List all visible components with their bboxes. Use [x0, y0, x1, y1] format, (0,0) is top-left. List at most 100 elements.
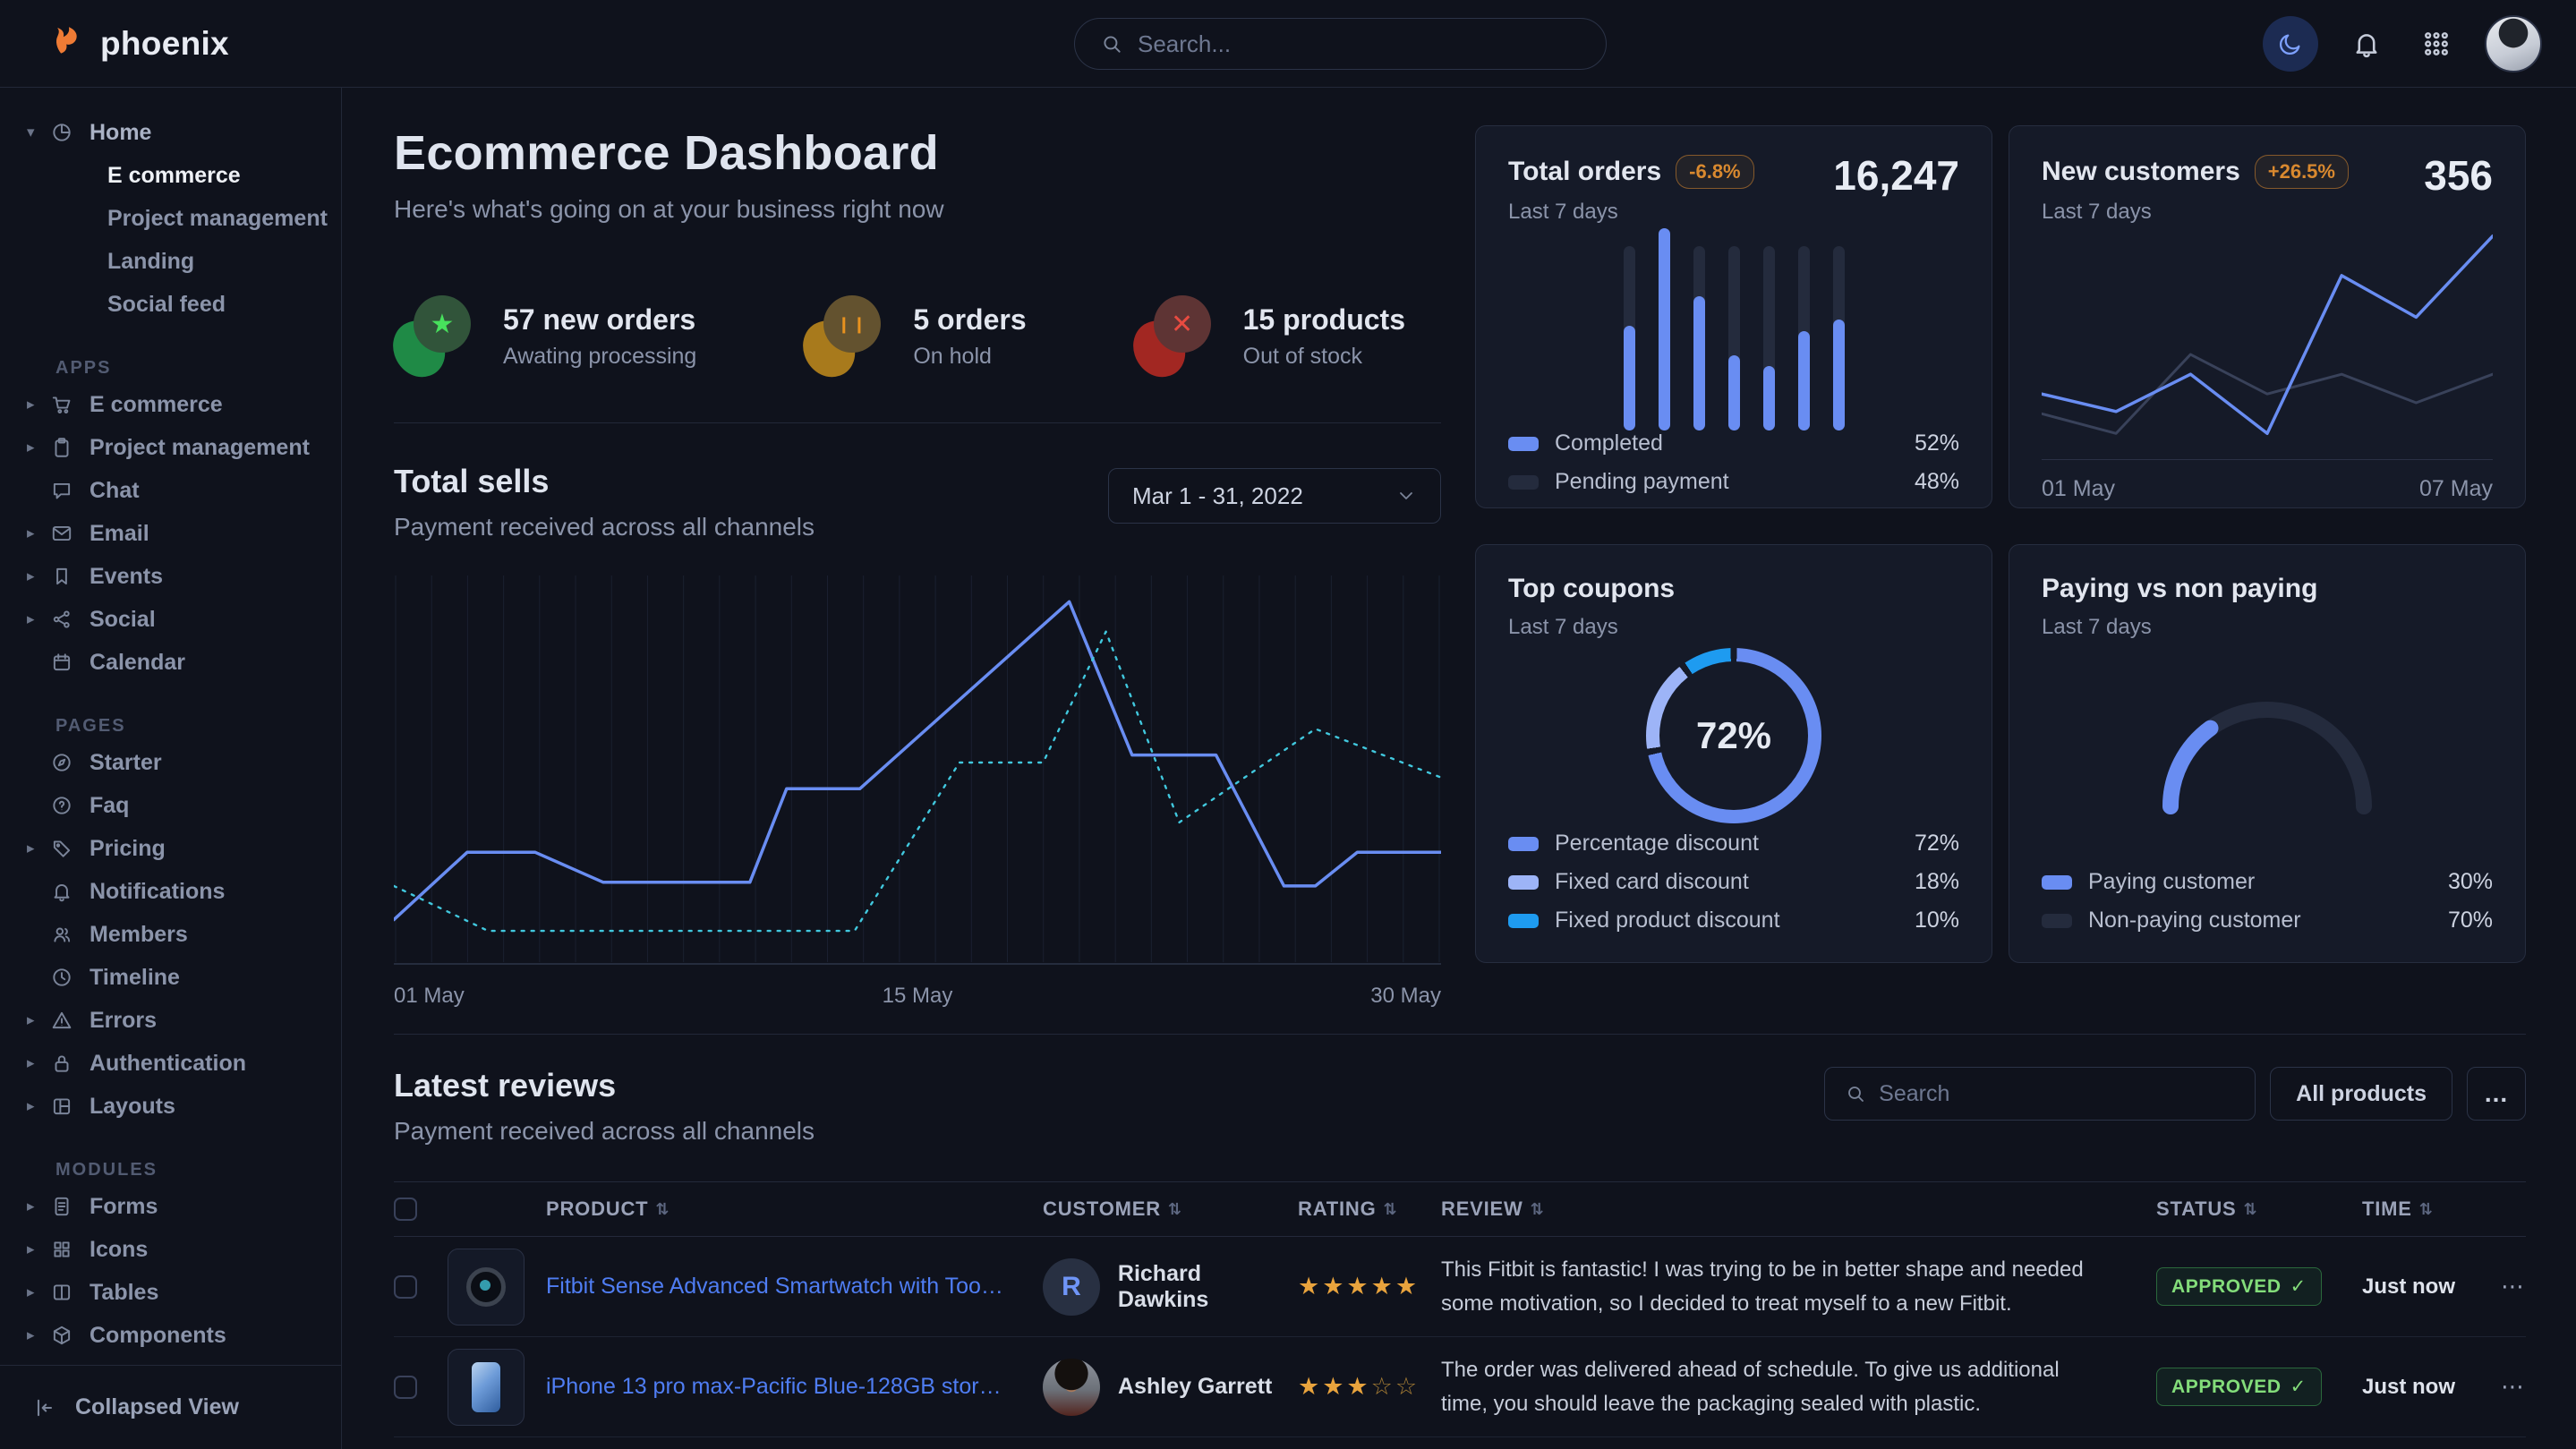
notifications-button[interactable]: [2345, 22, 2388, 65]
row-checkbox[interactable]: [394, 1376, 417, 1399]
stat-caption: Awating processing: [503, 344, 696, 370]
sidebar-item-forms[interactable]: ▸Forms: [0, 1185, 341, 1228]
all-products-button[interactable]: All products: [2270, 1067, 2452, 1121]
table-icon: [48, 1281, 75, 1304]
sidebar-item-label: Components: [90, 1323, 226, 1349]
moon-icon: [2277, 30, 2304, 57]
customer-avatar[interactable]: R: [1043, 1258, 1100, 1316]
reviews-search-input[interactable]: [1879, 1081, 2235, 1107]
legend-swatch: [1508, 475, 1539, 490]
sidebar-item-label: E commerce: [90, 392, 223, 418]
sidebar-item-label: Errors: [90, 1008, 157, 1034]
sidebar-item-calendar[interactable]: Calendar: [0, 641, 341, 684]
sidebar-item-label: Calendar: [90, 650, 185, 676]
sidebar: ▾Home E commerce Project managementLanding…: [0, 88, 342, 1449]
sidebar-item-pricing[interactable]: ▸Pricing: [0, 827, 341, 870]
sort-icon: ⇅: [2419, 1200, 2434, 1219]
sidebar-group-home[interactable]: ▾Home: [0, 111, 341, 154]
sidebar-item-events[interactable]: ▸ Events: [0, 555, 341, 598]
dashboard-left-column: Ecommerce Dashboard Here's what's going …: [394, 125, 1441, 1009]
row-checkbox[interactable]: [394, 1275, 417, 1299]
total-orders-bar-chart: [1624, 225, 1845, 430]
product-thumbnail: [448, 1349, 525, 1426]
warning-icon: [48, 1009, 75, 1032]
brand[interactable]: phoenix: [0, 24, 229, 64]
sidebar-item-faq[interactable]: Faq: [0, 784, 341, 827]
sidebar-item-timeline[interactable]: Timeline: [0, 956, 341, 999]
sidebar-item-layouts[interactable]: ▸Layouts: [0, 1085, 341, 1128]
bar-completed-fill: [1833, 320, 1845, 430]
sidebar-item-label: E commerce: [107, 163, 241, 189]
sidebar-item-project-management[interactable]: ▸Project management: [0, 426, 341, 469]
caret-right-icon: ▸: [27, 1240, 48, 1258]
sidebar-item-tables[interactable]: ▸Tables: [0, 1271, 341, 1314]
sidebar-item-label: Email: [90, 521, 149, 547]
global-search-input[interactable]: [1138, 30, 1581, 58]
grid-9-dots-icon: [2422, 30, 2451, 58]
sidebar-item-email[interactable]: ▸ Email: [0, 512, 341, 555]
column-header-review[interactable]: REVIEW⇅: [1441, 1198, 2156, 1221]
column-header-time[interactable]: TIME⇅: [2362, 1198, 2478, 1221]
sidebar-item-members[interactable]: Members: [0, 913, 341, 956]
legend-item: Paying customer30%: [2042, 869, 2493, 895]
bell-icon: [2351, 29, 2382, 59]
customer-avatar[interactable]: [1043, 1359, 1100, 1416]
sidebar-item-chat[interactable]: Chat: [0, 469, 341, 512]
chat-icon: [48, 479, 75, 502]
reviews-table-header: PRODUCT⇅ CUSTOMER⇅ RATING⇅ REVIEW⇅ STATU…: [394, 1181, 2526, 1237]
column-header-customer[interactable]: CUSTOMER⇅: [1043, 1198, 1298, 1221]
sidebar-item-project-management[interactable]: Project management: [0, 197, 341, 240]
sidebar-item-social[interactable]: ▸Social: [0, 598, 341, 641]
caret-right-icon: ▸: [27, 567, 48, 585]
bar-completed-fill: [1798, 331, 1810, 430]
sidebar-item-landing[interactable]: Landing: [0, 240, 341, 283]
sidebar-item-notifications[interactable]: Notifications: [0, 870, 341, 913]
bar-day-6: [1798, 225, 1810, 430]
sidebar-item-errors[interactable]: ▸Errors: [0, 999, 341, 1042]
status-badge: APPROVED ✓: [2156, 1368, 2322, 1406]
select-all-checkbox[interactable]: [394, 1198, 417, 1221]
sidebar-item-e-commerce[interactable]: ▸E commerce: [0, 383, 341, 426]
product-link[interactable]: iPhone 13 pro max-Pacific Blue-128GB sto…: [546, 1371, 1043, 1402]
bar-completed-fill: [1624, 326, 1635, 430]
sidebar-item-e-commerce[interactable]: E commerce: [0, 154, 341, 197]
legend-item: Non-paying customer70%: [2042, 908, 2493, 933]
row-menu-button[interactable]: ⋯: [2478, 1273, 2526, 1300]
reviews-more-button[interactable]: ...: [2467, 1067, 2526, 1121]
sidebar-item-label: Social: [90, 607, 156, 633]
collapsed-view-toggle[interactable]: Collapsed View: [0, 1365, 341, 1449]
sort-icon: ⇅: [1168, 1200, 1182, 1219]
sort-icon: ⇅: [1384, 1200, 1398, 1219]
bar-day-2: [1659, 225, 1670, 430]
theme-toggle-button[interactable]: [2263, 16, 2318, 72]
legend-label: Completed: [1555, 430, 1663, 456]
top-coupons-period: Last 7 days: [1508, 615, 1959, 640]
paying-gauge-chart: [2133, 683, 2401, 826]
stat-value: 5 orders: [913, 303, 1026, 337]
global-search[interactable]: [1074, 18, 1607, 70]
customer-name: Ashley Garrett: [1118, 1374, 1272, 1400]
sidebar-item-label: Events: [90, 564, 163, 590]
column-header-product[interactable]: PRODUCT⇅: [546, 1198, 1043, 1221]
rating-stars: ★★★☆☆: [1298, 1373, 1441, 1401]
product-link[interactable]: Fitbit Sense Advanced Smartwatch with To…: [546, 1271, 1043, 1302]
sidebar-item-social-feed[interactable]: Social feed: [0, 283, 341, 326]
sidebar-item-components[interactable]: ▸Components: [0, 1314, 341, 1357]
apps-grid-button[interactable]: [2415, 22, 2458, 65]
user-avatar[interactable]: [2485, 15, 2542, 72]
bar-completed-fill: [1763, 366, 1775, 430]
total-orders-legend: Completed52%Pending payment48%: [1508, 430, 1959, 495]
row-menu-button[interactable]: ⋯: [2478, 1373, 2526, 1401]
caret-right-icon: ▸: [27, 524, 48, 542]
sidebar-item-authentication[interactable]: ▸Authentication: [0, 1042, 341, 1085]
date-range-select[interactable]: Mar 1 - 31, 2022: [1108, 468, 1441, 524]
sidebar-item-icons[interactable]: ▸Icons: [0, 1228, 341, 1271]
column-header-rating[interactable]: RATING⇅: [1298, 1198, 1441, 1221]
new-customers-period: Last 7 days: [2042, 200, 2349, 225]
sidebar-item-starter[interactable]: Starter: [0, 741, 341, 784]
reviews-search[interactable]: [1824, 1067, 2256, 1121]
paying-period: Last 7 days: [2042, 615, 2493, 640]
compass-icon: [48, 751, 75, 774]
bar-day-3: [1693, 225, 1705, 430]
column-header-status[interactable]: STATUS⇅: [2156, 1198, 2362, 1221]
